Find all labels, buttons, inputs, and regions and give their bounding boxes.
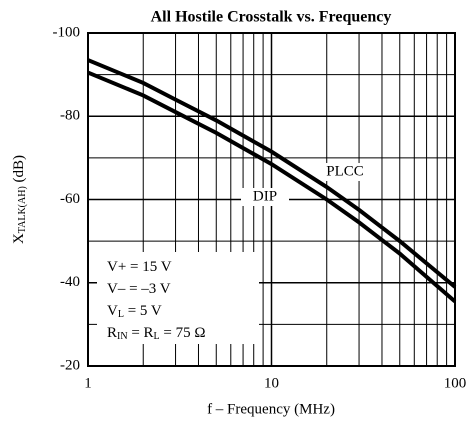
series-line — [87, 58, 457, 289]
y-axis-label: XTALK(AH) (dB) — [11, 155, 28, 244]
x-tick-label: 100 — [444, 375, 467, 391]
condition-part: = R — [128, 325, 154, 341]
condition-part: = 5 V — [124, 303, 162, 319]
series-label: DIP — [253, 188, 277, 204]
x-axis-label: f – Frequency (MHz) — [207, 401, 335, 417]
y-tick-label: -20 — [60, 357, 80, 373]
y-tick-label: -80 — [60, 108, 80, 124]
condition-line: V– = –3 V — [107, 281, 171, 297]
y-tick-label: -100 — [53, 24, 81, 40]
series-label: PLCC — [326, 163, 364, 179]
x-tick-label: 10 — [264, 375, 279, 391]
label-bg — [241, 188, 289, 206]
y-label-part: TALK(AH) — [17, 186, 28, 233]
y-label-part: (dB) — [11, 155, 27, 186]
y-tick-label: -40 — [60, 274, 80, 290]
chart-title: All Hostile Crosstalk vs. Frequency — [151, 9, 392, 26]
condition-part: L — [154, 331, 160, 342]
condition-part: V — [107, 303, 118, 319]
condition-part: V+ = 15 V — [107, 259, 172, 275]
label-bg — [321, 163, 369, 181]
condition-part: L — [118, 309, 124, 320]
condition-part: IN — [117, 331, 128, 342]
x-tick-label: 1 — [84, 375, 92, 391]
condition-part: V– = –3 V — [107, 281, 171, 297]
y-label-part: X — [11, 233, 27, 244]
y-tick-label: -60 — [60, 191, 80, 207]
conditions-box — [97, 252, 259, 344]
plot-frame — [87, 32, 456, 367]
condition-line: V+ = 15 V — [107, 259, 172, 275]
series-line — [87, 70, 457, 303]
condition-line: RIN = RL = 75 Ω — [107, 325, 206, 342]
condition-part: R — [107, 325, 117, 341]
condition-part: = 75 Ω — [160, 325, 206, 341]
condition-line: VL = 5 V — [107, 303, 162, 320]
